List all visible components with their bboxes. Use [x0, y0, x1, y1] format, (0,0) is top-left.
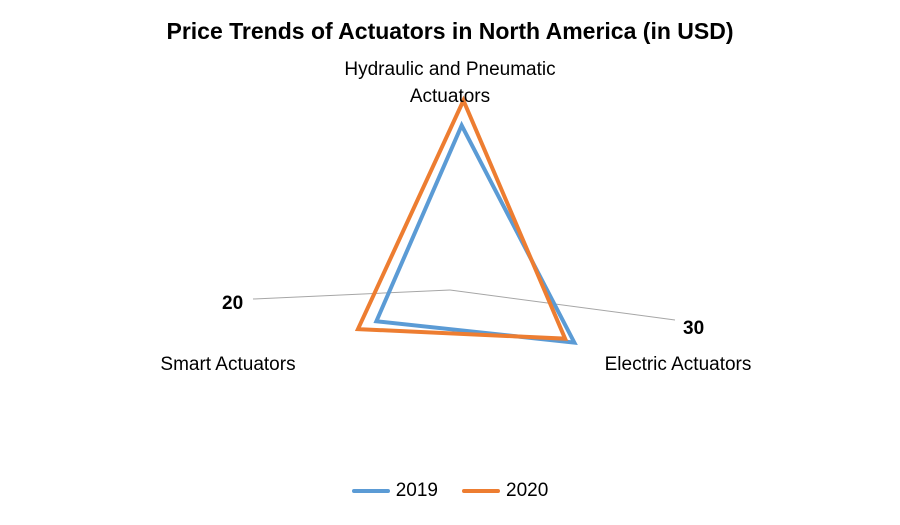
- axis-label-1-line-2: Actuators: [410, 86, 490, 107]
- legend-swatch-2019: [351, 489, 390, 493]
- legend-item-2020[interactable]: 2020: [462, 480, 548, 502]
- series-line-2019: [373, 120, 578, 345]
- chart-title: Price Trends of Actuators in North Ameri…: [166, 18, 734, 44]
- axis-label-2-line-1: Electric Actuators: [605, 354, 752, 375]
- axis-lines: [252, 289, 676, 321]
- legend: 2019 2020: [0, 480, 900, 502]
- annotation-20: 20: [222, 293, 243, 314]
- legend-label-2019: 2019: [395, 480, 438, 501]
- legend-item-2019[interactable]: 2019: [351, 480, 438, 502]
- series-lines: [354, 95, 578, 345]
- axis-labels: Hydraulic and Pneumatic Actuators Electric…: [160, 59, 751, 375]
- axis-label-3-line-1: Smart Actuators: [160, 354, 295, 375]
- series-line-2020: [354, 95, 569, 341]
- legend-label-2020: 2020: [506, 480, 549, 501]
- axis-line-2: [449, 289, 676, 321]
- annotation-30: 30: [683, 318, 704, 339]
- axis-line-3: [252, 289, 451, 300]
- legend-swatch-2020: [462, 489, 500, 493]
- axis-label-1-line-1: Hydraulic and Pneumatic: [344, 59, 555, 80]
